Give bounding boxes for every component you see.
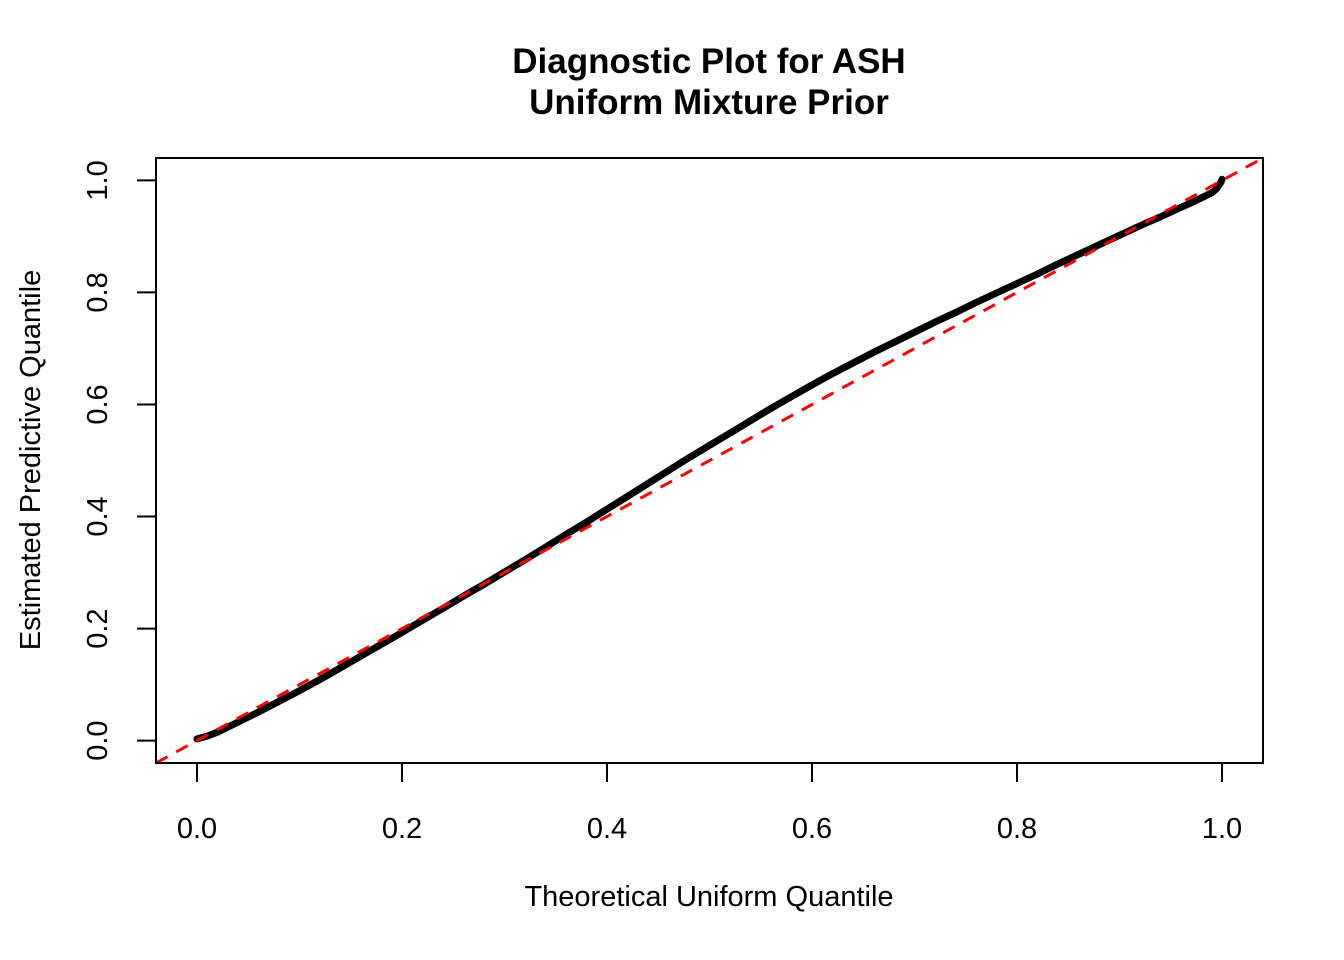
chart-title-line-1: Diagnostic Plot for ASH [512,42,905,81]
y-axis-title: Estimated Predictive Quantile [15,270,47,650]
axes-layer: 0.0 0.2 0.4 0.6 0.8 1.0 0.0 0.2 0.4 0.6 0.8 1.0 [82,160,1242,845]
y-tick-label: 1.0 [82,160,114,200]
x-tick-label: 0.4 [587,813,627,845]
x-tick-label: 0.8 [997,813,1037,845]
y-tick-label: 0.4 [82,496,114,536]
x-tick-label: 0.0 [177,813,217,845]
y-tick-label: 0.8 [82,272,114,312]
identity-reference-line [155,156,1264,765]
x-tick-label: 0.2 [382,813,422,845]
y-tick-label: 0.0 [82,720,114,760]
data-series-layer [155,156,1264,765]
x-tick-label: 1.0 [1202,813,1242,845]
y-tick-label: 0.2 [82,608,114,648]
x-tick-label: 0.6 [792,813,832,845]
plot-border-box [155,157,1264,764]
y-tick-label: 0.6 [82,384,114,424]
chart-title-line-2: Uniform Mixture Prior [529,83,889,122]
x-axis-title: Theoretical Uniform Quantile [524,881,893,913]
